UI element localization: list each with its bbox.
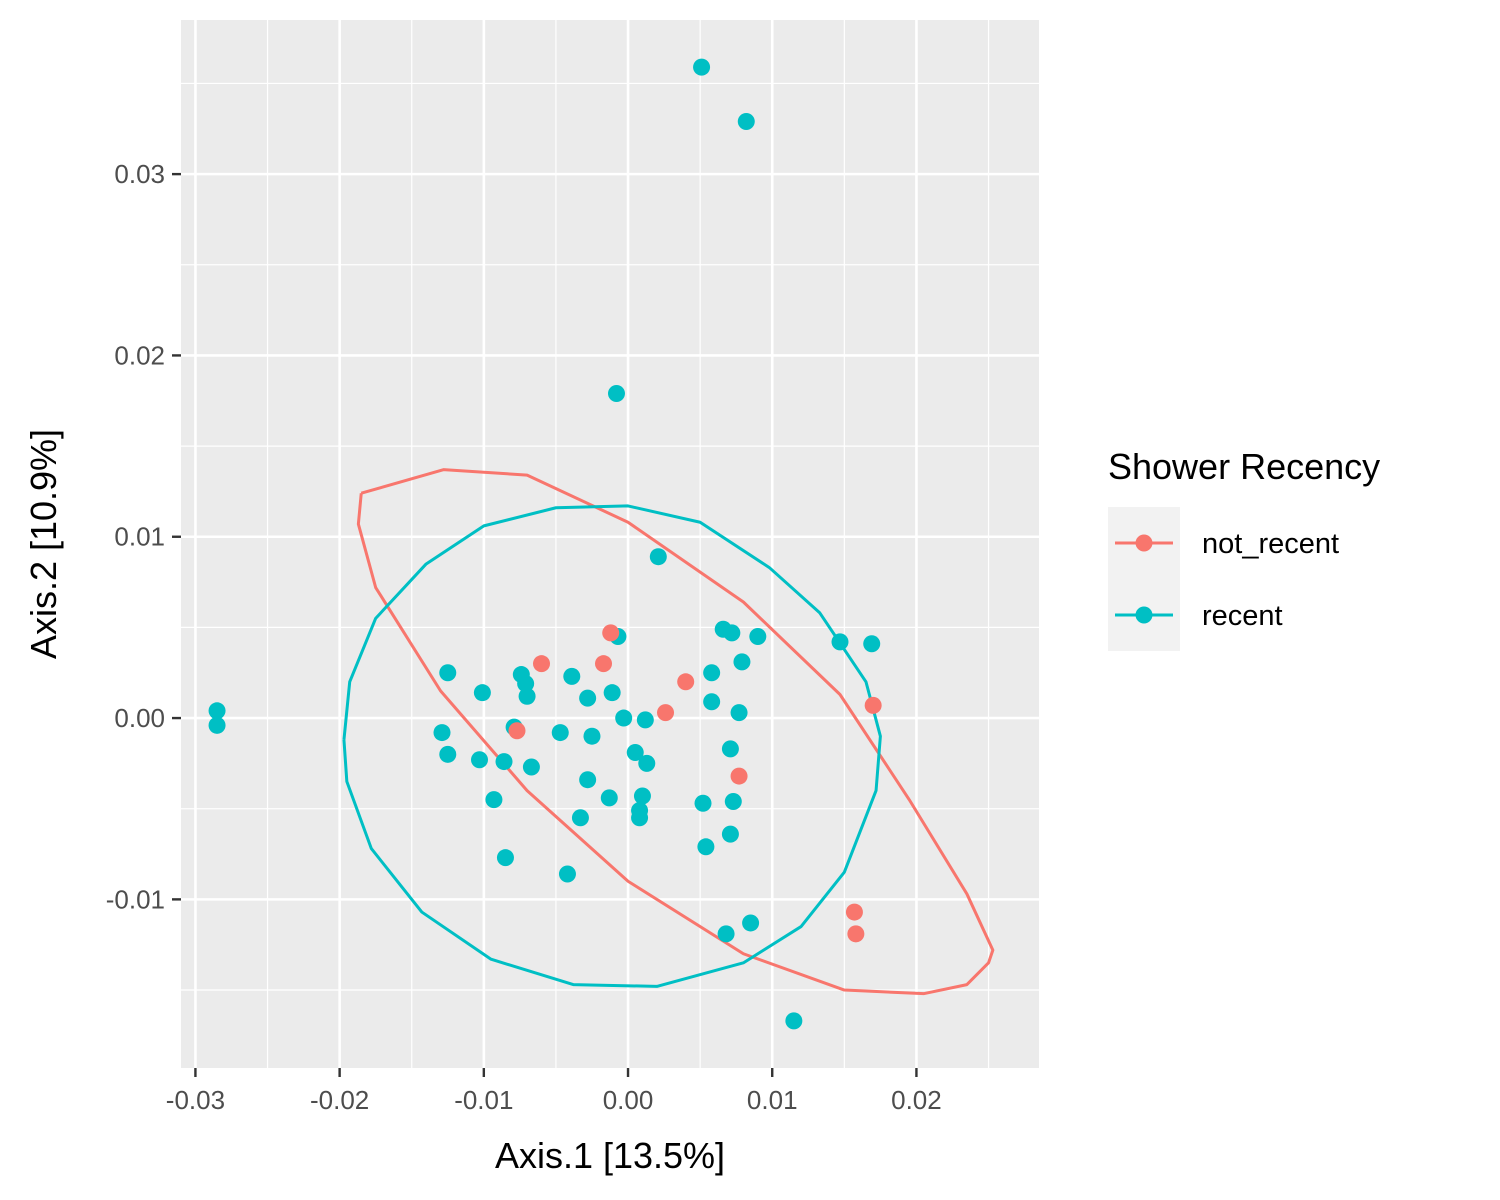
point-not-recent <box>730 767 748 785</box>
y-tick-label: 0.00 <box>114 703 165 733</box>
legend-key-background <box>1108 507 1180 651</box>
y-tick-label: 0.02 <box>114 340 165 370</box>
x-tick-label: 0.01 <box>747 1085 798 1115</box>
point-not-recent <box>508 722 526 740</box>
point-recent <box>470 751 488 769</box>
y-axis-title: Axis.2 [10.9%] <box>23 429 64 659</box>
point-recent <box>749 627 767 645</box>
point-not-recent <box>657 704 675 722</box>
point-not-recent <box>845 903 863 921</box>
point-recent <box>724 792 742 810</box>
point-recent <box>694 794 712 812</box>
point-recent <box>517 675 535 693</box>
x-tick-label: -0.02 <box>310 1085 369 1115</box>
point-recent <box>485 791 503 809</box>
point-recent <box>703 693 721 711</box>
point-recent <box>607 385 625 403</box>
point-not-recent <box>595 655 613 673</box>
legend-key-dot <box>1135 534 1153 552</box>
point-recent <box>473 684 491 702</box>
point-recent <box>571 809 589 827</box>
y-tick-label: -0.01 <box>106 884 165 914</box>
legend-label-not-recent: not_recent <box>1202 528 1339 560</box>
point-recent <box>439 664 457 682</box>
point-recent <box>703 664 721 682</box>
confidence-ellipses <box>342 468 995 996</box>
point-recent <box>439 745 457 763</box>
point-not-recent <box>677 673 695 691</box>
point-recent <box>626 744 644 762</box>
point-recent <box>583 727 601 745</box>
legend-title: Shower Recency <box>1108 446 1380 487</box>
point-recent <box>742 914 760 932</box>
grid-major <box>181 20 1039 1068</box>
x-tick-label: 0.00 <box>603 1085 654 1115</box>
point-recent <box>733 653 751 671</box>
point-recent <box>579 771 597 789</box>
point-not-recent <box>533 655 551 673</box>
y-tick-label: 0.03 <box>114 159 165 189</box>
point-recent <box>721 740 739 758</box>
point-not-recent <box>847 925 865 943</box>
point-recent <box>495 753 513 771</box>
point-recent <box>831 633 849 651</box>
data-points <box>208 58 882 1030</box>
x-tick-label: 0.02 <box>891 1085 942 1115</box>
point-recent <box>721 825 739 843</box>
point-recent <box>863 635 881 653</box>
point-recent <box>633 787 651 805</box>
point-recent <box>603 684 621 702</box>
x-tick-label: -0.03 <box>166 1085 225 1115</box>
point-recent <box>649 548 667 566</box>
point-recent <box>558 865 576 883</box>
point-not-recent <box>864 696 882 714</box>
legend-label-recent: recent <box>1202 600 1283 632</box>
y-tick-label: 0.01 <box>114 522 165 552</box>
legend-key-dot <box>1135 606 1153 624</box>
point-recent <box>600 789 618 807</box>
point-recent <box>208 702 226 720</box>
point-recent <box>579 689 597 707</box>
point-recent <box>730 704 748 722</box>
point-recent <box>518 687 536 705</box>
point-not-recent <box>602 624 620 642</box>
point-recent <box>693 58 711 76</box>
point-recent <box>551 724 569 742</box>
x-axis: -0.03 -0.02 -0.01 0.00 0.01 0.02 <box>166 1068 942 1115</box>
y-axis: -0.01 0.00 0.01 0.02 0.03 <box>106 159 181 914</box>
plot-panel <box>181 20 1039 1068</box>
point-recent <box>636 711 654 729</box>
point-recent <box>433 724 451 742</box>
point-recent <box>717 925 735 943</box>
x-tick-label: -0.01 <box>454 1085 513 1115</box>
x-axis-title: Axis.1 [13.5%] <box>495 1135 725 1176</box>
point-recent <box>496 849 514 867</box>
point-recent <box>785 1012 803 1030</box>
point-recent <box>631 809 649 827</box>
point-recent <box>737 113 755 131</box>
point-recent <box>638 754 656 772</box>
point-recent <box>615 709 633 727</box>
point-recent <box>208 716 226 734</box>
ellipse-recent <box>342 504 882 988</box>
point-recent <box>522 758 540 776</box>
point-recent <box>697 838 715 856</box>
point-recent <box>723 624 741 642</box>
point-recent <box>563 667 581 685</box>
ellipse-not-recent <box>356 468 995 996</box>
